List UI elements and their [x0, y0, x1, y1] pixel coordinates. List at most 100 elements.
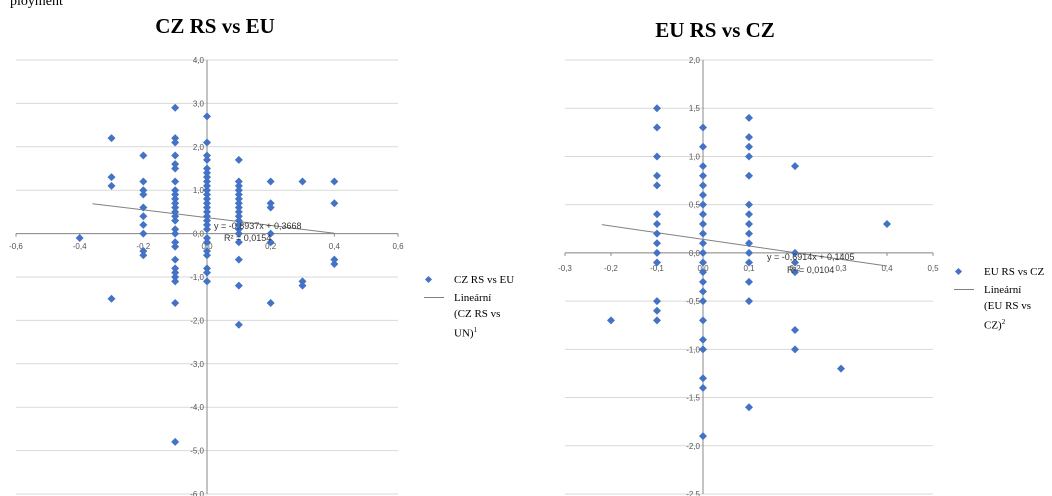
data-point [699, 142, 707, 151]
data-point [203, 207, 211, 216]
trendline-swatch-icon [954, 289, 974, 290]
data-point [203, 199, 211, 208]
data-point [699, 258, 707, 267]
y-tick-label: 3,0 [193, 99, 205, 108]
data-point [139, 246, 148, 255]
data-point [203, 225, 211, 234]
x-tick-label: -0,2 [604, 264, 618, 273]
data-point [139, 151, 148, 160]
data-point [699, 229, 707, 238]
data-point [298, 277, 307, 286]
y-tick-label: 2,0 [193, 143, 205, 152]
data-point [653, 104, 661, 113]
data-point [745, 229, 753, 238]
data-point [234, 220, 243, 229]
data-point [699, 219, 707, 228]
data-point [234, 229, 243, 238]
data-point [699, 268, 707, 277]
data-point [745, 297, 753, 306]
data-point [75, 233, 84, 242]
data-point [107, 134, 116, 143]
data-point [745, 142, 753, 151]
data-point [699, 316, 707, 325]
data-point [171, 268, 180, 277]
x-tick-label: 0,4 [329, 242, 341, 251]
chart-title: CZ RS vs EU [155, 14, 275, 38]
data-point [234, 155, 243, 164]
data-point [266, 199, 275, 208]
y-tick-label: -1,0 [190, 273, 204, 282]
data-point [699, 277, 707, 286]
data-point [699, 248, 707, 257]
y-tick-label: -2,0 [190, 316, 204, 325]
data-point [139, 220, 148, 229]
data-point [234, 186, 243, 195]
data-point [837, 364, 845, 373]
data-point [653, 316, 661, 325]
x-tick-label: 0,6 [392, 242, 404, 251]
data-point [171, 164, 180, 173]
y-tick-label: -2,0 [686, 442, 700, 451]
data-point [653, 248, 661, 257]
data-point [171, 186, 180, 195]
y-tick-label: -1,0 [686, 345, 700, 354]
legend-trend-line-1: Lineární [984, 284, 1022, 296]
data-point [203, 233, 211, 242]
data-point [203, 246, 211, 255]
legend-footnote: 2 [1001, 318, 1006, 326]
data-point [266, 203, 275, 212]
data-point [266, 177, 275, 186]
data-point [234, 225, 243, 234]
data-point [171, 207, 180, 216]
data-point [203, 181, 211, 190]
legend-trend-line-2: (CZ RS vs [454, 308, 501, 320]
data-point [699, 432, 707, 441]
data-point [699, 191, 707, 200]
legend-entry-trendline: Lineární (CZ RS vs UN)1 [424, 290, 514, 342]
data-point [234, 181, 243, 190]
data-point [234, 194, 243, 203]
data-point [745, 152, 753, 161]
data-point [745, 403, 753, 412]
data-point [171, 255, 180, 264]
data-point [234, 203, 243, 212]
data-point [653, 219, 661, 228]
data-point [203, 212, 211, 221]
data-point [139, 212, 148, 221]
legend-trend-line-2: (EU RS vs [984, 300, 1032, 312]
legend-trend-line-1: Lineární [454, 292, 492, 304]
legend-footnote: 1 [473, 326, 478, 334]
data-point [745, 219, 753, 228]
data-point [203, 268, 211, 277]
x-tick-label: 0,1 [743, 264, 755, 273]
caption-fragment: ployment [10, 0, 63, 9]
data-point [139, 251, 148, 260]
data-point [653, 239, 661, 248]
data-point [234, 320, 243, 329]
data-point [171, 229, 180, 238]
data-point [107, 181, 116, 190]
data-point [171, 212, 180, 221]
data-point [699, 345, 707, 354]
chart-title: EU RS vs CZ [655, 18, 775, 42]
y-tick-label: -0,5 [686, 297, 700, 306]
y-tick-label: 1,5 [689, 104, 701, 113]
data-point [883, 219, 891, 228]
data-point [791, 162, 799, 171]
data-point [203, 173, 211, 182]
data-point [699, 374, 707, 383]
data-point [234, 199, 243, 208]
data-point [107, 294, 116, 303]
trendline-equation: y = -0,8937x + 0,3668 [214, 221, 302, 231]
data-point [139, 229, 148, 238]
y-tick-label: 2,0 [689, 56, 701, 65]
data-point [171, 134, 180, 143]
diamond-marker-icon [954, 267, 963, 276]
data-point [171, 273, 180, 281]
data-point [203, 168, 211, 177]
data-point [745, 133, 753, 142]
data-point [699, 171, 707, 180]
data-point [330, 199, 339, 208]
